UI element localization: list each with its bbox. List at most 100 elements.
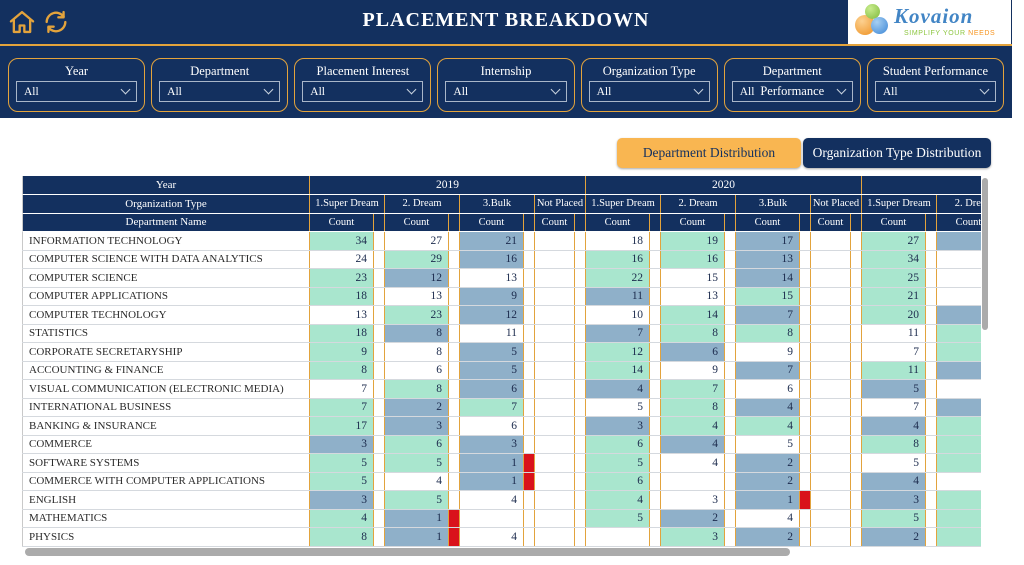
count-cell[interactable]: 6	[585, 472, 650, 491]
department-cell[interactable]: COMPUTER SCIENCE	[22, 268, 310, 288]
count-cell[interactable]: 3	[660, 527, 725, 547]
department-cell[interactable]: COMMERCE WITH COMPUTER APPLICATIONS	[22, 472, 310, 491]
count-cell[interactable]	[810, 379, 851, 399]
count-cell[interactable]	[810, 435, 851, 454]
count-cell[interactable]: 4	[735, 509, 800, 528]
count-cell[interactable]	[585, 527, 650, 547]
count-cell[interactable]	[936, 527, 981, 547]
department-cell[interactable]: ACCOUNTING & FINANCE	[22, 361, 310, 380]
count-cell[interactable]: 27	[384, 231, 449, 251]
count-cell[interactable]	[936, 435, 981, 454]
count-cell[interactable]	[936, 342, 981, 362]
count-cell[interactable]: 5	[459, 342, 524, 362]
department-cell[interactable]: COMPUTER TECHNOLOGY	[22, 305, 310, 325]
count-cell[interactable]: 7	[861, 342, 926, 362]
count-cell[interactable]: 4	[660, 435, 725, 454]
count-cell[interactable]	[810, 490, 851, 510]
count-cell[interactable]	[459, 509, 524, 528]
count-cell[interactable]: 4	[459, 527, 524, 547]
count-cell[interactable]: 12	[585, 342, 650, 362]
count-cell[interactable]: 6	[585, 435, 650, 454]
tab-department-distribution[interactable]: Department Distribution	[617, 138, 801, 168]
count-cell[interactable]: 2	[735, 453, 800, 473]
count-cell[interactable]	[810, 453, 851, 473]
count-cell[interactable]: 3	[309, 435, 374, 454]
department-cell[interactable]: INTERNATIONAL BUSINESS	[22, 398, 310, 417]
department-cell[interactable]: VISUAL COMMUNICATION (ELECTRONIC MEDIA)	[22, 379, 310, 399]
count-cell[interactable]: 4	[309, 509, 374, 528]
home-icon[interactable]	[8, 8, 36, 36]
count-cell[interactable]: 13	[459, 268, 524, 288]
count-cell[interactable]	[810, 416, 851, 436]
count-cell[interactable]: 8	[309, 361, 374, 380]
count-cell[interactable]: 2	[660, 509, 725, 528]
count-cell[interactable]: 3	[309, 490, 374, 510]
count-cell[interactable]	[810, 231, 851, 251]
count-cell[interactable]: 5	[309, 472, 374, 491]
count-cell[interactable]: 6	[384, 435, 449, 454]
count-cell[interactable]: 8	[384, 342, 449, 362]
count-cell[interactable]	[936, 472, 981, 491]
count-cell[interactable]	[936, 453, 981, 473]
count-cell[interactable]: 18	[585, 231, 650, 251]
count-cell[interactable]: 2	[384, 398, 449, 417]
count-cell[interactable]	[936, 268, 981, 288]
count-cell[interactable]	[810, 342, 851, 362]
count-cell[interactable]	[810, 361, 851, 380]
count-cell[interactable]: 6	[459, 379, 524, 399]
count-cell[interactable]: 5	[585, 398, 650, 417]
count-cell[interactable]: 17	[735, 231, 800, 251]
count-cell[interactable]: 1	[384, 527, 449, 547]
department-cell[interactable]: ENGLISH	[22, 490, 310, 510]
count-cell[interactable]: 24	[309, 250, 374, 269]
count-cell[interactable]: 3	[585, 416, 650, 436]
count-cell[interactable]: 11	[459, 324, 524, 343]
count-cell[interactable]: 13	[309, 305, 374, 325]
internship-dropdown[interactable]: All	[445, 81, 567, 102]
count-cell[interactable]: 11	[861, 324, 926, 343]
count-cell[interactable]: 5	[459, 361, 524, 380]
count-cell[interactable]: 22	[585, 268, 650, 288]
count-cell[interactable]	[534, 379, 575, 399]
count-cell[interactable]: 14	[585, 361, 650, 380]
count-cell[interactable]: 6	[459, 416, 524, 436]
count-cell[interactable]: 4	[384, 472, 449, 491]
count-cell[interactable]: 8	[384, 324, 449, 343]
count-cell[interactable]	[810, 250, 851, 269]
count-cell[interactable]: 2	[861, 527, 926, 547]
vertical-scrollbar-thumb[interactable]	[982, 178, 988, 330]
count-cell[interactable]: 2	[735, 527, 800, 547]
count-cell[interactable]: 6	[660, 342, 725, 362]
count-cell[interactable]	[936, 398, 981, 417]
refresh-icon[interactable]	[42, 8, 70, 36]
count-cell[interactable]: 8	[660, 398, 725, 417]
count-cell[interactable]: 5	[384, 453, 449, 473]
department-performance-dropdown[interactable]: All	[731, 81, 853, 102]
count-cell[interactable]: 7	[735, 361, 800, 380]
count-cell[interactable]: 5	[735, 435, 800, 454]
count-cell[interactable]: 4	[861, 416, 926, 436]
count-cell[interactable]	[936, 379, 981, 399]
count-cell[interactable]: 21	[459, 231, 524, 251]
count-cell[interactable]	[534, 398, 575, 417]
count-cell[interactable]	[534, 305, 575, 325]
count-cell[interactable]: 2	[735, 472, 800, 491]
count-cell[interactable]	[534, 435, 575, 454]
count-cell[interactable]: 23	[384, 305, 449, 325]
count-cell[interactable]: 7	[735, 305, 800, 325]
department-dropdown[interactable]: All	[159, 81, 281, 102]
student-performance-dropdown[interactable]: All	[874, 81, 996, 102]
department-cell[interactable]: BANKING & INSURANCE	[22, 416, 310, 436]
count-cell[interactable]: 7	[459, 398, 524, 417]
count-cell[interactable]: 1	[459, 453, 524, 473]
count-cell[interactable]	[534, 268, 575, 288]
count-cell[interactable]	[660, 472, 725, 491]
count-cell[interactable]: 15	[660, 268, 725, 288]
count-cell[interactable]: 27	[861, 231, 926, 251]
count-cell[interactable]	[936, 287, 981, 306]
count-cell[interactable]: 12	[384, 268, 449, 288]
count-cell[interactable]: 3	[384, 416, 449, 436]
count-cell[interactable]	[810, 305, 851, 325]
count-cell[interactable]: 12	[459, 305, 524, 325]
count-cell[interactable]: 7	[309, 398, 374, 417]
